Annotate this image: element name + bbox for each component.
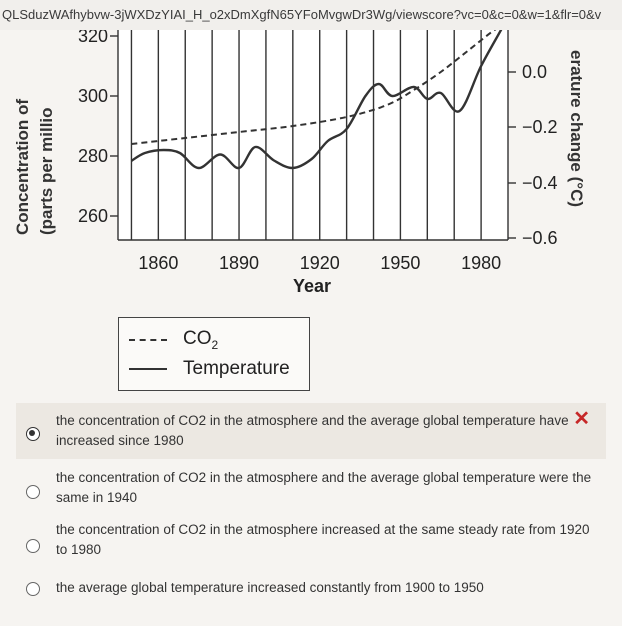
legend-temperature: Temperature — [129, 358, 290, 380]
plot-area — [118, 30, 508, 240]
answer-option-3-text: the concentration of CO2 in the atmosphe… — [56, 522, 590, 557]
radio-selected[interactable] — [26, 427, 40, 441]
answer-option-3[interactable]: the concentration of CO2 in the atmosphe… — [16, 517, 606, 567]
radio-unselected[interactable] — [26, 485, 40, 499]
right-axis-title: erature change (°C) — [567, 50, 586, 207]
legend-dashed-line — [129, 338, 167, 341]
temperature-series-line — [130, 30, 503, 170]
url-bar[interactable]: QLSduzWAfhybvw-3jWXDzYIAI_H_o2xDmXgfN65Y… — [0, 0, 622, 30]
right-tick-label: −0.2 — [522, 117, 558, 137]
right-tick-label: 0.0 — [522, 62, 547, 82]
right-tick-label: −0.6 — [522, 228, 558, 248]
x-axis-title: Year — [293, 276, 331, 296]
left-tick-label: 280 — [78, 146, 108, 166]
left-tick-label: 260 — [78, 206, 108, 226]
legend-co2-label: CO2 — [183, 328, 219, 352]
legend-solid-line — [129, 368, 167, 370]
radio-unselected[interactable] — [26, 539, 40, 553]
x-tick-label: 1860 — [138, 253, 178, 273]
left-tick-label: 300 — [78, 86, 108, 106]
x-tick-label: 1920 — [300, 253, 340, 273]
x-tick-label: 1890 — [219, 253, 259, 273]
answer-option-1[interactable]: the concentration of CO2 in the atmosphe… — [16, 403, 606, 459]
left-tick-label: 320 — [78, 30, 108, 46]
left-axis-title-line1: Concentration of — [13, 99, 32, 235]
x-tick-label: 1980 — [461, 253, 501, 273]
co2-temperature-chart: 320 300 280 260 0.0 −0.2 −0.4 −0.6 1860 1890 1920 1… — [13, 30, 586, 296]
legend-co2: CO2 — [129, 328, 218, 352]
chart-legend: CO2 Temperature — [118, 317, 310, 391]
answer-option-2-text: the concentration of CO2 in the atmosphe… — [56, 470, 592, 505]
answer-option-4-text: the average global temperature increased… — [56, 580, 484, 595]
radio-unselected[interactable] — [26, 582, 40, 596]
answer-option-2[interactable]: the concentration of CO2 in the atmosphe… — [16, 463, 606, 513]
x-tick-label: 1950 — [380, 253, 420, 273]
legend-temperature-label: Temperature — [183, 358, 290, 379]
co2-series-line — [131, 30, 497, 145]
answer-option-1-text: the concentration of CO2 in the atmosphe… — [56, 413, 569, 448]
answer-option-4[interactable]: the average global temperature increased… — [16, 575, 606, 605]
right-tick-label: −0.4 — [522, 173, 558, 193]
left-axis-title-line2: (parts per millio — [37, 107, 56, 235]
incorrect-x-icon: ✕ — [573, 408, 590, 430]
